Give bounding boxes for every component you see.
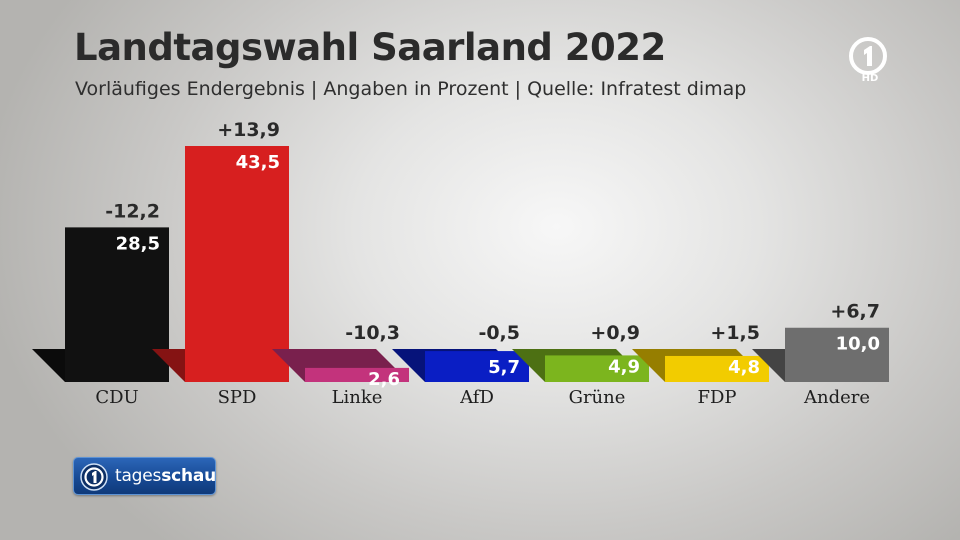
tagesschau-logo-icon [80, 463, 108, 491]
hd-badge: HD [861, 73, 879, 84]
category-label: CDU [95, 387, 138, 408]
bar-value-label: 4,8 [728, 357, 760, 378]
bar-linke [305, 367, 409, 382]
change-label: +13,9 [217, 119, 280, 141]
brand-text-light: tages [115, 466, 162, 486]
category-label: Grüne [569, 387, 626, 408]
category-label: FDP [697, 387, 736, 408]
category-label: Linke [332, 387, 383, 408]
bar-value-label: 5,7 [488, 357, 520, 378]
bar-value-label: 10,0 [836, 334, 880, 355]
bar-andere [785, 327, 889, 382]
chart-subtitle: Vorläufiges Endergebnis | Angaben in Pro… [75, 78, 747, 100]
bar-value-label: 4,9 [608, 356, 640, 377]
change-label: -0,5 [478, 322, 520, 344]
bar-value-label: 28,5 [116, 233, 160, 254]
chart-title: Landtagswahl Saarland 2022 [74, 26, 666, 69]
tagesschau-wordmark: tagesschau [115, 466, 216, 486]
change-label: +1,5 [710, 322, 760, 344]
category-label: SPD [218, 387, 257, 408]
change-label: +0,9 [590, 322, 640, 344]
brand-text-bold: schau [161, 466, 217, 486]
change-label: +6,7 [830, 301, 880, 323]
bar-fdp [665, 355, 769, 382]
category-label: AfD [459, 387, 494, 408]
tagesschau-logo: tagesschau [73, 457, 216, 495]
bar-afd [425, 351, 529, 382]
category-label: Andere [803, 387, 870, 408]
bar-value-label: 2,6 [368, 369, 400, 390]
change-label: -12,2 [105, 200, 160, 222]
bar-spd [185, 146, 289, 382]
bar-grüne [545, 355, 649, 382]
bar-cdu [65, 227, 169, 382]
change-label: -10,3 [345, 322, 400, 344]
ard-one-logo-icon [849, 37, 887, 75]
bar-value-label: 43,5 [236, 152, 280, 173]
